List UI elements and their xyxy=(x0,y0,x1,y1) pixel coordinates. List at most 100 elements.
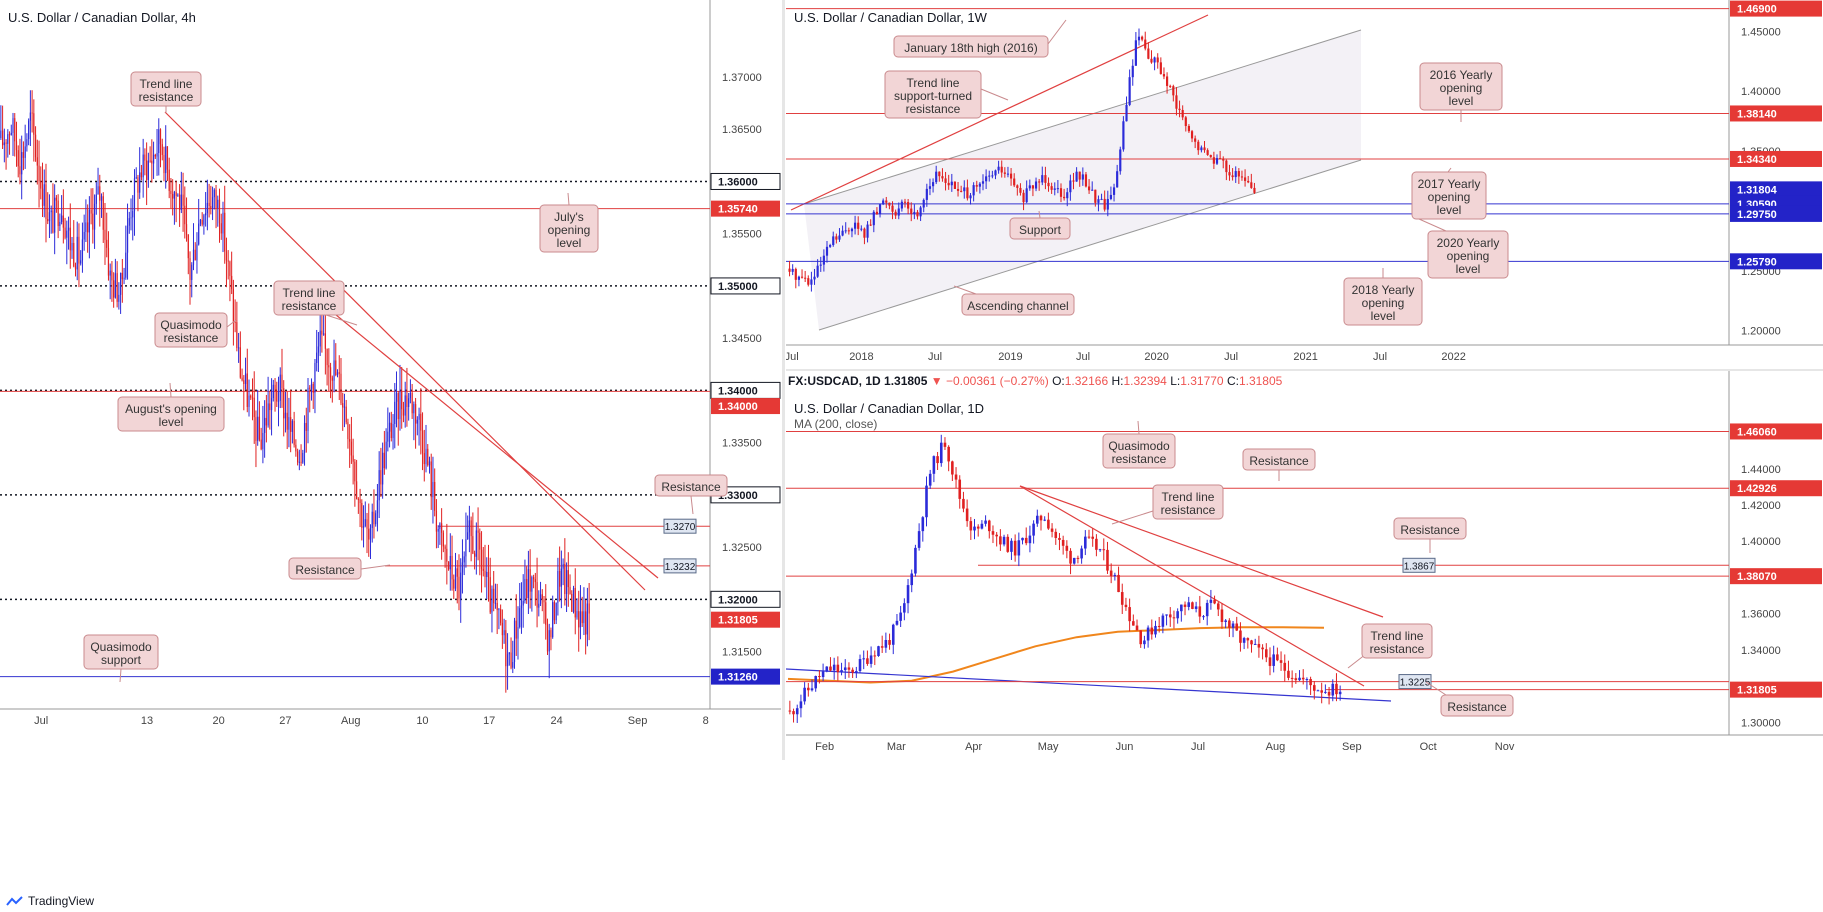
annotation-box xyxy=(884,70,982,119)
candle-body xyxy=(1165,76,1169,86)
candle-body xyxy=(1187,126,1191,132)
x-tick-label: Nov xyxy=(1495,741,1515,753)
candle-body xyxy=(1327,691,1331,696)
candle-body xyxy=(1202,616,1205,618)
candle-body xyxy=(496,602,498,611)
candle-body xyxy=(928,473,932,486)
candle-body xyxy=(142,154,144,178)
candle-body xyxy=(1162,74,1166,77)
candle-body xyxy=(1153,57,1156,63)
candle-body xyxy=(36,157,38,166)
candle-body xyxy=(1298,677,1301,681)
chart-4h-svg[interactable]: 1.37000 1.36500 1.35500 1.35000 1.34500 1.335… xyxy=(0,0,781,737)
y-tick-label: 1.40000 xyxy=(1741,86,1781,98)
candle-body xyxy=(208,202,210,207)
candle-body xyxy=(829,245,832,247)
candle-body xyxy=(390,422,392,439)
candle-body xyxy=(50,210,52,213)
candle-body xyxy=(180,194,182,210)
candle-body xyxy=(408,398,410,407)
chart-panel-weekly[interactable]: U.S. Dollar / Canadian Dollar, 1W 1.4500… xyxy=(786,0,1823,370)
candle-body xyxy=(163,155,165,174)
candle-body xyxy=(1309,679,1312,686)
candle-body xyxy=(463,556,465,563)
candle-body xyxy=(500,609,502,623)
candle-body xyxy=(1212,157,1215,164)
price-label-box xyxy=(711,668,780,685)
ohlc-close-label: C: xyxy=(1226,374,1239,388)
candle-body xyxy=(54,197,56,233)
panel-title-4h: U.S. Dollar / Canadian Dollar, 4h xyxy=(8,10,196,25)
candle-body xyxy=(1044,175,1047,183)
candle-body xyxy=(572,588,575,612)
candle-body xyxy=(807,278,810,285)
candle-body xyxy=(456,568,458,577)
chart-weekly-svg[interactable]: 1.450001.400001.350001.300001.250001.200… xyxy=(786,0,1823,370)
chart-daily-svg[interactable]: 1.440001.420001.400001.360001.340001.320… xyxy=(786,371,1823,761)
candle-body xyxy=(123,277,125,280)
candle-body xyxy=(917,531,921,548)
candle-body xyxy=(1006,536,1010,552)
x-tick-label: Sep xyxy=(628,715,648,727)
candle-body xyxy=(519,608,521,628)
candle-body xyxy=(423,452,425,465)
price-label-box xyxy=(1730,681,1822,698)
candle-body xyxy=(947,182,950,186)
candle-body xyxy=(1120,592,1124,605)
annotation-text: 2020 Yearly xyxy=(1437,236,1500,250)
candle-body xyxy=(1220,609,1224,622)
candle-body xyxy=(177,194,179,196)
candle-body xyxy=(513,620,516,663)
candle-body xyxy=(29,112,31,121)
candle-body xyxy=(255,417,257,441)
candle-body xyxy=(976,526,980,529)
price-label-text: 1.38070 xyxy=(1737,571,1777,583)
y-tick-label: 1.30000 xyxy=(1741,717,1781,729)
chart-panel-daily[interactable]: FX:USDCAD, 1D 1.31805 ▼ −0.00361 (−0.27%… xyxy=(786,371,1823,761)
candle-body xyxy=(524,578,526,601)
candle-body xyxy=(213,189,215,198)
annotation-text: level xyxy=(159,415,184,429)
candle-body xyxy=(1063,196,1066,199)
price-label-text: 1.32000 xyxy=(718,594,758,606)
annotation-text: support-turned xyxy=(894,89,972,103)
candle-body xyxy=(1268,657,1272,666)
candle-body xyxy=(1187,602,1191,607)
price-label-box xyxy=(1730,480,1822,497)
candle-body xyxy=(991,531,995,535)
y-tick-label: 1.40000 xyxy=(1741,536,1781,548)
candle-body xyxy=(503,630,505,636)
candle-body xyxy=(1224,620,1227,622)
ohlc-open-value: 1.32166 xyxy=(1064,374,1109,388)
candle-body xyxy=(449,555,451,570)
candle-body xyxy=(486,571,488,577)
candle-body xyxy=(312,383,314,393)
candle-body xyxy=(1094,189,1097,203)
candle-body xyxy=(126,225,129,253)
candle-body xyxy=(421,430,424,453)
chart-panel-4h[interactable]: U.S. Dollar / Canadian Dollar, 4h 1.3700… xyxy=(0,0,781,737)
x-tick-label: 17 xyxy=(483,715,495,727)
tradingview-brand[interactable]: TradingView xyxy=(6,894,94,908)
candle-body xyxy=(1098,549,1102,551)
candle-body xyxy=(66,230,68,238)
annotation-text: level xyxy=(1371,309,1396,323)
candle-body xyxy=(1084,174,1088,187)
candle-body xyxy=(26,139,28,147)
candle-body xyxy=(1076,557,1080,559)
candle-body xyxy=(76,236,78,270)
y-tick-label: 1.36500 xyxy=(722,124,762,136)
candle-body xyxy=(548,630,550,652)
candle-body xyxy=(132,211,134,218)
candle-body xyxy=(303,422,306,453)
candle-body xyxy=(1144,39,1147,49)
candle-body xyxy=(345,406,347,423)
price-label-text: 1.36000 xyxy=(718,176,758,188)
candle-body xyxy=(800,276,804,278)
candle-body xyxy=(170,191,172,194)
candle-body xyxy=(816,265,819,277)
candle-body xyxy=(1103,198,1106,210)
candle-body xyxy=(458,576,460,599)
candle-body xyxy=(472,536,474,554)
candle-body xyxy=(102,196,104,230)
